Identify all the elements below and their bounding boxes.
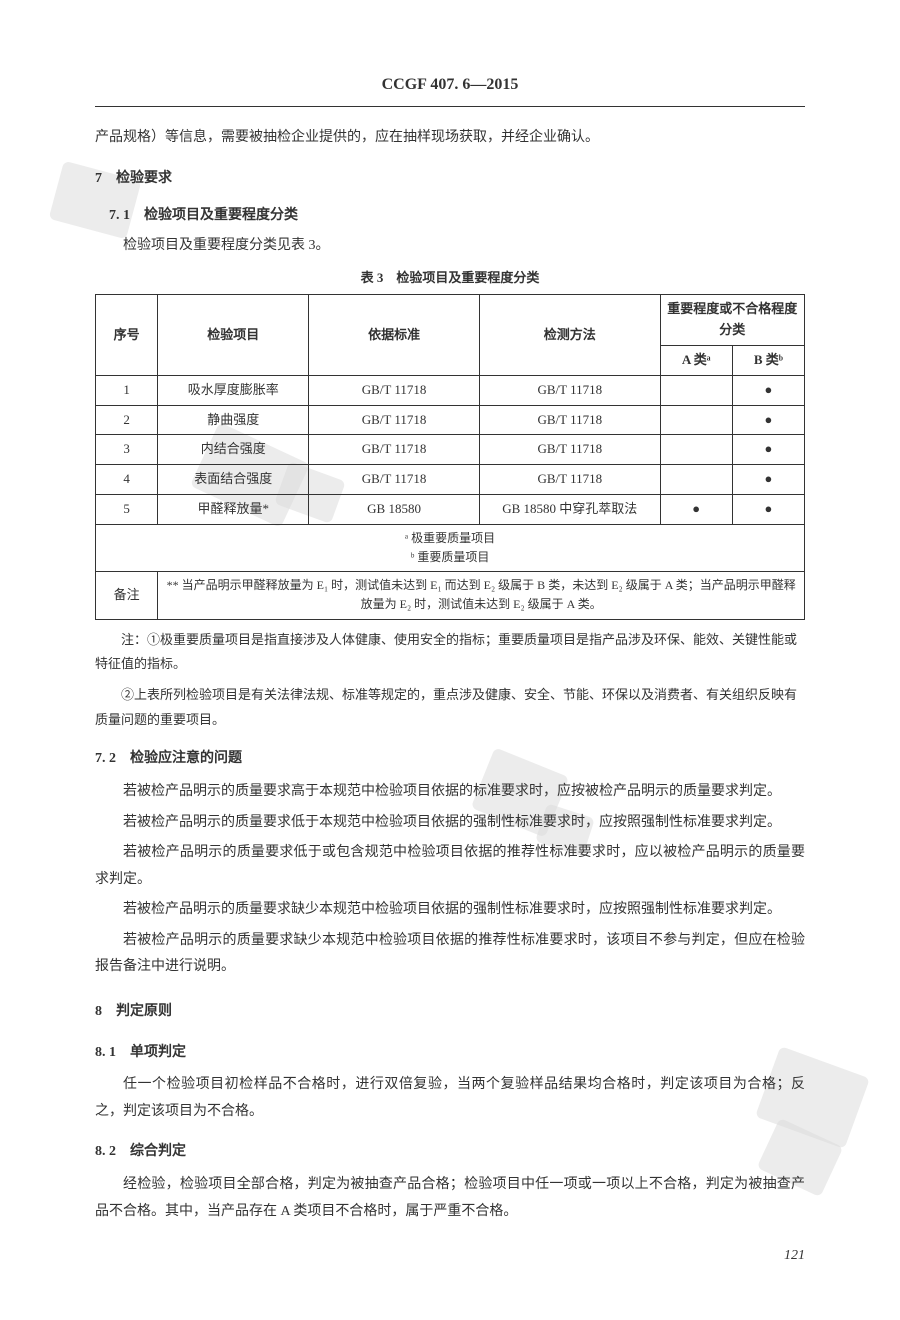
sec72-p2: 若被检产品明示的质量要求低于本规范中检验项目依据的强制性标准要求时，应按照强制性… bbox=[95, 810, 805, 837]
col-standard-header: 依据标准 bbox=[309, 295, 480, 375]
table-row: 2静曲强度GB/T 11718GB/T 11718● bbox=[96, 405, 805, 435]
note-2: ②上表所列检验项目是有关法律法规、标准等规定的，重点涉及健康、安全、节能、环保以… bbox=[95, 683, 805, 732]
col-class-a-header: A 类ᵃ bbox=[660, 346, 732, 376]
header-standard-code: CCGF 407. 6—2015 bbox=[95, 70, 805, 100]
table-footnote-cell: ᵃ 极重要质量项目 ᵇ 重要质量项目 bbox=[96, 524, 805, 571]
table-cell-seq: 1 bbox=[96, 375, 158, 405]
table-cell-method: GB/T 11718 bbox=[479, 405, 660, 435]
table-cell-a bbox=[660, 405, 732, 435]
sec72-p5: 若被检产品明示的质量要求缺少本规范中检验项目依据的推荐性标准要求时，该项目不参与… bbox=[95, 928, 805, 981]
section-7-1-line: 检验项目及重要程度分类见表 3。 bbox=[95, 233, 805, 260]
intro-paragraph: 产品规格）等信息，需要被抽检企业提供的，应在抽样现场获取，并经企业确认。 bbox=[95, 125, 805, 152]
section-8-heading: 8 判定原则 bbox=[95, 999, 805, 1026]
table-cell-b: ● bbox=[732, 435, 804, 465]
table-cell-b: ● bbox=[732, 405, 804, 435]
table-cell-standard: GB/T 11718 bbox=[309, 405, 480, 435]
table-row: 3内结合强度GB/T 11718GB/T 11718● bbox=[96, 435, 805, 465]
sec72-p3: 若被检产品明示的质量要求低于或包含规范中检验项目依据的推荐性标准要求时，应以被检… bbox=[95, 840, 805, 893]
table-remark-row: 备注 ** 当产品明示甲醛释放量为 E₁ 时，测试值未达到 E₁ 而达到 E₂ … bbox=[96, 572, 805, 619]
table-cell-method: GB/T 11718 bbox=[479, 465, 660, 495]
table-row: 4表面结合强度GB/T 11718GB/T 11718● bbox=[96, 465, 805, 495]
sec72-p1: 若被检产品明示的质量要求高于本规范中检验项目依据的标准要求时，应按被检产品明示的… bbox=[95, 779, 805, 806]
table-cell-seq: 3 bbox=[96, 435, 158, 465]
section-7-2-heading: 7. 2 检验应注意的问题 bbox=[95, 746, 805, 773]
table-cell-a bbox=[660, 435, 732, 465]
table-row: 5甲醛释放量*GB 18580GB 18580 中穿孔萃取法●● bbox=[96, 495, 805, 525]
table-cell-standard: GB 18580 bbox=[309, 495, 480, 525]
sec82-text: 经检验，检验项目全部合格，判定为被抽查产品合格；检验项目中任一项或一项以上不合格… bbox=[95, 1172, 805, 1225]
table-cell-seq: 4 bbox=[96, 465, 158, 495]
col-severity-header: 重要程度或不合格程度分类 bbox=[660, 295, 804, 346]
footnote-b: ᵇ 重要质量项目 bbox=[102, 548, 798, 567]
table-row: 1吸水厚度膨胀率GB/T 11718GB/T 11718● bbox=[96, 375, 805, 405]
table-cell-item: 静曲强度 bbox=[158, 405, 309, 435]
col-class-b-header: B 类ᵇ bbox=[732, 346, 804, 376]
table-3-caption: 表 3 检验项目及重要程度分类 bbox=[95, 266, 805, 291]
table-cell-standard: GB/T 11718 bbox=[309, 375, 480, 405]
table-cell-item: 甲醛释放量* bbox=[158, 495, 309, 525]
table-cell-a bbox=[660, 465, 732, 495]
page-number: 121 bbox=[95, 1243, 805, 1270]
note-1: 注：①极重要质量项目是指直接涉及人体健康、使用安全的指标；重要质量项目是指产品涉… bbox=[95, 628, 805, 677]
sec72-p4: 若被检产品明示的质量要求缺少本规范中检验项目依据的强制性标准要求时，应按照强制性… bbox=[95, 897, 805, 924]
section-8-1-heading: 8. 1 单项判定 bbox=[95, 1040, 805, 1067]
section-7-1-heading: 7. 1 检验项目及重要程度分类 bbox=[95, 203, 805, 230]
table-cell-method: GB/T 11718 bbox=[479, 435, 660, 465]
sec81-text: 任一个检验项目初检样品不合格时，进行双倍复验，当两个复验样品结果均合格时，判定该… bbox=[95, 1072, 805, 1125]
col-item-header: 检验项目 bbox=[158, 295, 309, 375]
document-page: CCGF 407. 6—2015 产品规格）等信息，需要被抽检企业提供的，应在抽… bbox=[0, 0, 900, 1320]
table-cell-seq: 5 bbox=[96, 495, 158, 525]
table-cell-method: GB 18580 中穿孔萃取法 bbox=[479, 495, 660, 525]
inspection-items-table: 序号 检验项目 依据标准 检测方法 重要程度或不合格程度分类 A 类ᵃ B 类ᵇ… bbox=[95, 294, 805, 619]
table-cell-method: GB/T 11718 bbox=[479, 375, 660, 405]
table-footnote-row: ᵃ 极重要质量项目 ᵇ 重要质量项目 bbox=[96, 524, 805, 571]
section-8-2-heading: 8. 2 综合判定 bbox=[95, 1139, 805, 1166]
table-cell-item: 吸水厚度膨胀率 bbox=[158, 375, 309, 405]
table-cell-seq: 2 bbox=[96, 405, 158, 435]
table-header-row-1: 序号 检验项目 依据标准 检测方法 重要程度或不合格程度分类 bbox=[96, 295, 805, 346]
table-cell-standard: GB/T 11718 bbox=[309, 435, 480, 465]
col-seq-header: 序号 bbox=[96, 295, 158, 375]
section-7-heading: 7 检验要求 bbox=[95, 166, 805, 193]
remark-text: ** 当产品明示甲醛释放量为 E₁ 时，测试值未达到 E₁ 而达到 E₂ 级属于… bbox=[158, 572, 805, 619]
footnote-a: ᵃ 极重要质量项目 bbox=[102, 529, 798, 548]
table-cell-a: ● bbox=[660, 495, 732, 525]
table-cell-standard: GB/T 11718 bbox=[309, 465, 480, 495]
header-rule bbox=[95, 106, 805, 107]
table-cell-b: ● bbox=[732, 495, 804, 525]
table-cell-item: 内结合强度 bbox=[158, 435, 309, 465]
table-cell-a bbox=[660, 375, 732, 405]
table-cell-item: 表面结合强度 bbox=[158, 465, 309, 495]
col-method-header: 检测方法 bbox=[479, 295, 660, 375]
table-cell-b: ● bbox=[732, 465, 804, 495]
table-cell-b: ● bbox=[732, 375, 804, 405]
remark-label: 备注 bbox=[96, 572, 158, 619]
